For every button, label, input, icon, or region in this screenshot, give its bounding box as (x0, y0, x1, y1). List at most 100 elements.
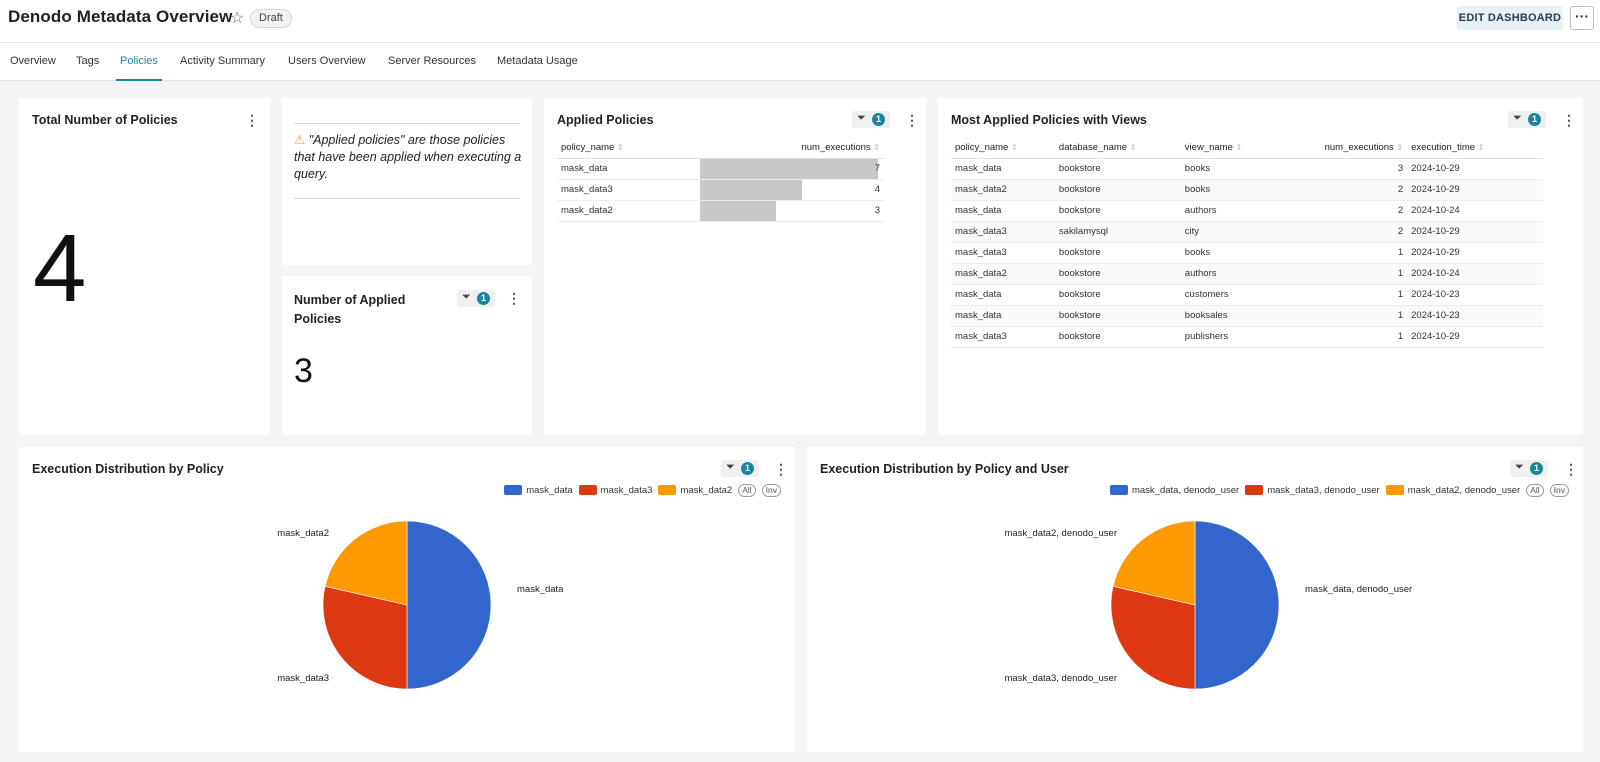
table-row: mask_data2 bookstore books 2 2024-10-29 (951, 179, 1543, 201)
tab-overview[interactable]: Overview (10, 55, 56, 67)
sort-icon: ⇕ (1477, 143, 1485, 153)
column-header[interactable]: num_executions ⇕ (700, 138, 884, 159)
kebab-menu-icon[interactable]: ⋮ (245, 112, 259, 128)
kebab-menu-icon[interactable]: ⋮ (1562, 112, 1576, 128)
table-cell: 2024-10-29 (1407, 326, 1543, 348)
filter-button[interactable]: ⏷ 1 (1510, 460, 1548, 477)
legend-all-toggle[interactable]: All (1526, 484, 1544, 497)
table-cell: mask_data3 (951, 326, 1055, 348)
legend-item[interactable]: mask_data3 (578, 485, 652, 496)
table-cell: 2024-10-29 (1407, 158, 1543, 180)
card-title: Execution Distribution by Policy (32, 462, 224, 476)
filter-count-badge: 1 (741, 462, 754, 475)
column-header[interactable]: database_name ⇕ (1054, 138, 1181, 159)
legend-all-toggle[interactable]: All (738, 484, 756, 497)
execution-value: 3 (874, 204, 880, 216)
pie-chart: mask_data, denodo_user mask_data3, denodo… (1005, 520, 1412, 690)
pie-label: mask_data3, denodo_user (1005, 673, 1118, 684)
table-row: mask_data bookstore booksales 1 2024-10-23 (951, 305, 1543, 327)
tab-metadata-usage[interactable]: Metadata Usage (497, 55, 578, 67)
table-cell: 1 (1320, 263, 1408, 285)
table-cell: 1 (1320, 305, 1408, 327)
pie-slice-0[interactable] (406, 520, 492, 690)
table-cell: 1 (1320, 242, 1408, 264)
legend-item[interactable]: mask_data3, denodo_user (1245, 485, 1380, 496)
sort-icon: ⇕ (1129, 143, 1137, 153)
table-row: mask_data2 bookstore authors 1 2024-10-24 (951, 263, 1543, 285)
table-cell: 2024-10-23 (1407, 284, 1543, 306)
filter-button[interactable]: ⏷ 1 (1508, 111, 1546, 128)
table-cell: city (1180, 221, 1321, 243)
note-body: "Applied policies" are those policies th… (294, 133, 522, 181)
card-title: Applied Policies (557, 113, 654, 127)
column-header[interactable]: num_executions ⇕ (1320, 138, 1408, 159)
dist-policy-user-card: Execution Distribution by Policy and Use… (807, 447, 1583, 752)
table-cell: 2024-10-29 (1407, 221, 1543, 243)
filter-button[interactable]: ⏷ 1 (457, 290, 495, 307)
star-icon[interactable]: ☆ (230, 10, 245, 27)
tab-tags[interactable]: Tags (76, 55, 100, 67)
table-cell: 2024-10-23 (1407, 305, 1543, 327)
pie-slice-2[interactable] (324, 520, 408, 606)
table-cell: mask_data (951, 158, 1055, 180)
edit-dashboard-button[interactable]: EDIT DASHBOARD (1457, 6, 1563, 30)
column-header[interactable]: policy_name ⇕ (951, 138, 1055, 159)
more-options-button[interactable]: ··· (1570, 6, 1594, 30)
table-row: mask_data3 bookstore books 1 2024-10-29 (951, 242, 1543, 264)
filter-icon: ⏷ (857, 112, 866, 124)
tab-server-resources[interactable]: Server Resources (388, 55, 477, 67)
legend-invert-toggle[interactable]: Inv (761, 484, 781, 497)
num-executions-cell: 7 (700, 158, 884, 180)
filter-button[interactable]: ⏷ 1 (852, 111, 890, 128)
policy-name-cell: mask_data3 (557, 179, 700, 201)
sort-icon: ⇕ (873, 143, 880, 153)
column-header[interactable]: policy_name ⇕ (557, 138, 700, 159)
chart-legend: mask_data mask_data3 mask_data2 All Inv (498, 484, 781, 497)
kebab-menu-icon[interactable]: ⋮ (1564, 461, 1578, 477)
legend-item[interactable]: mask_data (504, 485, 573, 496)
kebab-menu-icon[interactable]: ⋮ (507, 290, 521, 306)
big-number: 3 (294, 352, 313, 390)
pie-slice-1[interactable] (322, 585, 408, 690)
table-cell: 2024-10-24 (1407, 200, 1543, 222)
dist-policy-card: Execution Distribution by Policy ⏷ 1 ⋮ ma… (19, 447, 795, 752)
kebab-menu-icon[interactable]: ⋮ (774, 461, 788, 477)
table-row: mask_data bookstore customers 1 2024-10-23 (951, 284, 1543, 306)
column-header[interactable]: execution_time ⇕ (1407, 138, 1543, 159)
pie-chart: mask_data mask_data3 mask_data2 (277, 520, 564, 690)
big-number: 4 (33, 215, 87, 322)
pie-slice-0[interactable] (1194, 520, 1280, 690)
tab-users-overview[interactable]: Users Overview (288, 55, 366, 67)
table-cell: books (1180, 179, 1321, 201)
filter-count-badge: 1 (1530, 462, 1543, 475)
table-cell: 2 (1320, 200, 1408, 222)
pie-label: mask_data, denodo_user (1305, 584, 1412, 595)
execution-bar (700, 179, 802, 200)
card-title: Total Number of Policies (32, 113, 178, 127)
tab-policies[interactable]: Policies (116, 43, 162, 81)
table-cell: sakilamysql (1054, 221, 1181, 243)
pie-slice-1[interactable] (1110, 585, 1196, 690)
filter-icon: ⏷ (1513, 112, 1522, 124)
tab-activity-summary[interactable]: Activity Summary (180, 55, 265, 67)
table-cell: mask_data3 (951, 242, 1055, 264)
filter-count-badge: 1 (872, 113, 885, 126)
sort-icon: ⇕ (1396, 143, 1404, 153)
table-cell: customers (1180, 284, 1321, 306)
legend-item[interactable]: mask_data2 (658, 485, 732, 496)
filter-button[interactable]: ⏷ 1 (721, 460, 759, 477)
table-cell: bookstore (1054, 200, 1181, 222)
pie-slice-2[interactable] (1112, 520, 1196, 606)
table-cell: 3 (1320, 158, 1408, 180)
table-cell: publishers (1180, 326, 1321, 348)
legend-label: mask_data2, denodo_user (1407, 485, 1521, 496)
filter-count-badge: 1 (1528, 113, 1541, 126)
kebab-menu-icon[interactable]: ⋮ (905, 112, 919, 128)
legend-item[interactable]: mask_data2, denodo_user (1385, 485, 1521, 496)
legend-invert-toggle[interactable]: Inv (1549, 484, 1569, 497)
table-cell: bookstore (1054, 284, 1181, 306)
sort-icon: ⇕ (616, 143, 624, 153)
sort-icon: ⇕ (1010, 143, 1018, 153)
column-header[interactable]: view_name ⇕ (1180, 138, 1321, 159)
legend-item[interactable]: mask_data, denodo_user (1109, 485, 1239, 496)
